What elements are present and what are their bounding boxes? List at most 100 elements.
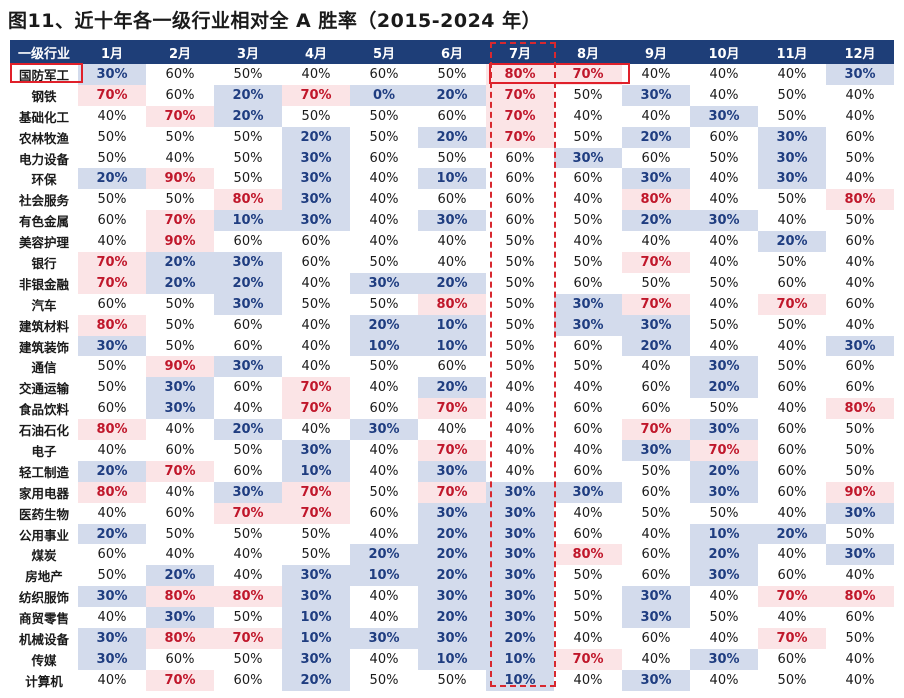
win-rate-cell: 10% — [418, 168, 486, 190]
win-rate-cell: 60% — [165, 505, 195, 521]
industry-label: 非银金融 — [18, 276, 69, 292]
win-rate-cell: 30% — [690, 565, 758, 587]
industry-label: 煤炭 — [31, 548, 57, 564]
win-rate-cell: 70% — [214, 502, 282, 524]
win-rate-cell: 60% — [845, 234, 875, 250]
win-rate-cell: 50% — [777, 672, 807, 688]
win-rate-cell: 40% — [709, 672, 739, 688]
industry-label: 纺织服饰 — [18, 590, 69, 606]
win-rate-cell: 30% — [622, 440, 690, 461]
win-rate-cell: 30% — [78, 648, 146, 670]
table-row: 钢铁 70% 60% 20% 70% 0% 20% 70% 50% 30% 40% 50% 40% — [10, 84, 894, 106]
table-row: 机械设备 30% 80% 70% 10% 30% 30% 20% 40% 60% 40% 70% 50% — [10, 628, 894, 649]
win-rate-cell: 30% — [554, 314, 622, 336]
win-rate-cell: 40% — [369, 610, 399, 626]
win-rate-cell: 50% — [641, 275, 671, 291]
win-rate-cell: 50% — [369, 129, 399, 145]
table-row: 食品饮料 60% 30% 40% 70% 60% 70% 40% 60% 60% 50% 40% 80% — [10, 398, 894, 420]
table-row: 建筑材料 80% 50% 60% 40% 20% 10% 50% 30% 30% 50% 50% 40% — [10, 314, 894, 336]
win-rate-cell: 40% — [573, 380, 603, 396]
win-rate-cell: 20% — [622, 126, 690, 148]
table-row: 社会服务 50% 50% 80% 30% 40% 60% 60% 40% 80% 40% 50% 80% — [10, 189, 894, 211]
win-rate-cell: 50% — [777, 108, 807, 124]
win-rate-cell: 40% — [369, 651, 399, 667]
win-rate-cell: 50% — [777, 87, 807, 103]
win-rate-cell: 70% — [282, 84, 350, 106]
table-header-row: 一级行业 1月 2月 3月 4月 5月 6月 7月 8月 9月 10月 11月 12月 — [10, 40, 894, 64]
industry-label: 美容护理 — [18, 235, 69, 251]
win-rate-cell: 20% — [690, 377, 758, 399]
win-rate-cell: 50% — [845, 442, 875, 458]
win-rate-cell: 30% — [282, 565, 350, 587]
win-rate-cell: 60% — [573, 526, 603, 542]
win-rate-cell: 50% — [437, 150, 467, 166]
win-rate-cell: 60% — [165, 442, 195, 458]
win-rate-cell: 50% — [845, 630, 875, 646]
win-rate-cell: 50% — [233, 526, 263, 542]
table-row: 计算机 40% 70% 60% 20% 50% 50% 10% 40% 30% 40% 50% 40% — [10, 669, 894, 691]
win-rate-cell: 80% — [826, 398, 894, 420]
win-rate-cell: 50% — [97, 150, 127, 166]
win-rate-cell: 40% — [369, 463, 399, 479]
win-rate-cell: 40% — [97, 234, 127, 250]
win-rate-cell: 10% — [282, 607, 350, 629]
win-rate-cell: 30% — [214, 356, 282, 378]
table-row: 交通运输 50% 30% 60% 70% 40% 20% 40% 40% 60% 20% 60% 60% — [10, 377, 894, 399]
win-rate-cell: 40% — [777, 66, 807, 82]
industry-label: 轻工制造 — [18, 464, 69, 480]
industry-label: 通信 — [31, 360, 57, 376]
win-rate-table: 一级行业 1月 2月 3月 4月 5月 6月 7月 8月 9月 10月 11月 12月 国防军工 30%… — [10, 40, 894, 691]
win-rate-cell: 30% — [690, 356, 758, 378]
win-rate-cell: 60% — [301, 254, 331, 270]
win-rate-cell: 20% — [214, 272, 282, 294]
win-rate-cell: 20% — [690, 460, 758, 482]
win-rate-cell: 20% — [350, 544, 418, 566]
win-rate-cell: 40% — [301, 275, 331, 291]
win-rate-cell: 70% — [486, 105, 554, 127]
industry-label: 医药生物 — [18, 506, 69, 522]
win-rate-cell: 30% — [622, 607, 690, 629]
table-row: 家用电器 80% 40% 30% 70% 50% 70% 30% 30% 60% 30% 60% 90% — [10, 481, 894, 503]
win-rate-cell: 70% — [554, 64, 622, 85]
win-rate-cell: 60% — [709, 129, 739, 145]
win-rate-cell: 30% — [418, 628, 486, 649]
industry-label: 房地产 — [25, 569, 63, 585]
win-rate-cell: 40% — [709, 630, 739, 646]
win-rate-cell: 70% — [418, 440, 486, 461]
win-rate-cell: 40% — [709, 589, 739, 605]
win-rate-cell: 90% — [146, 356, 214, 378]
win-rate-cell: 60% — [641, 401, 671, 417]
win-rate-cell: 30% — [418, 460, 486, 482]
win-rate-cell: 40% — [845, 171, 875, 187]
win-rate-cell: 60% — [97, 296, 127, 312]
win-rate-cell: 60% — [165, 651, 195, 667]
win-rate-cell: 20% — [758, 523, 826, 545]
industry-label: 传媒 — [31, 652, 57, 668]
win-rate-cell: 80% — [146, 628, 214, 649]
win-rate-cell: 30% — [826, 502, 894, 524]
industry-label: 有色金属 — [18, 214, 69, 230]
win-rate-cell: 60% — [641, 380, 671, 396]
win-rate-cell: 30% — [282, 440, 350, 461]
win-rate-cell: 80% — [826, 189, 894, 211]
win-rate-cell: 40% — [437, 254, 467, 270]
win-rate-cell: 30% — [214, 481, 282, 503]
win-rate-cell: 40% — [165, 422, 195, 438]
win-rate-cell: 30% — [282, 648, 350, 670]
win-rate-cell: 20% — [146, 272, 214, 294]
industry-label: 电力设备 — [18, 151, 69, 167]
win-rate-cell: 60% — [505, 192, 535, 208]
win-rate-cell: 40% — [709, 192, 739, 208]
win-rate-cell: 30% — [214, 293, 282, 315]
win-rate-cell: 40% — [301, 66, 331, 82]
win-rate-cell: 60% — [845, 610, 875, 626]
win-rate-cell: 50% — [709, 150, 739, 166]
win-rate-cell: 50% — [641, 505, 671, 521]
win-rate-cell: 50% — [845, 422, 875, 438]
win-rate-cell: 20% — [146, 252, 214, 273]
win-rate-cell: 70% — [282, 502, 350, 524]
win-rate-cell: 30% — [282, 586, 350, 608]
win-rate-cell: 60% — [777, 422, 807, 438]
industry-label: 汽车 — [31, 297, 57, 313]
win-rate-cell: 20% — [418, 272, 486, 294]
